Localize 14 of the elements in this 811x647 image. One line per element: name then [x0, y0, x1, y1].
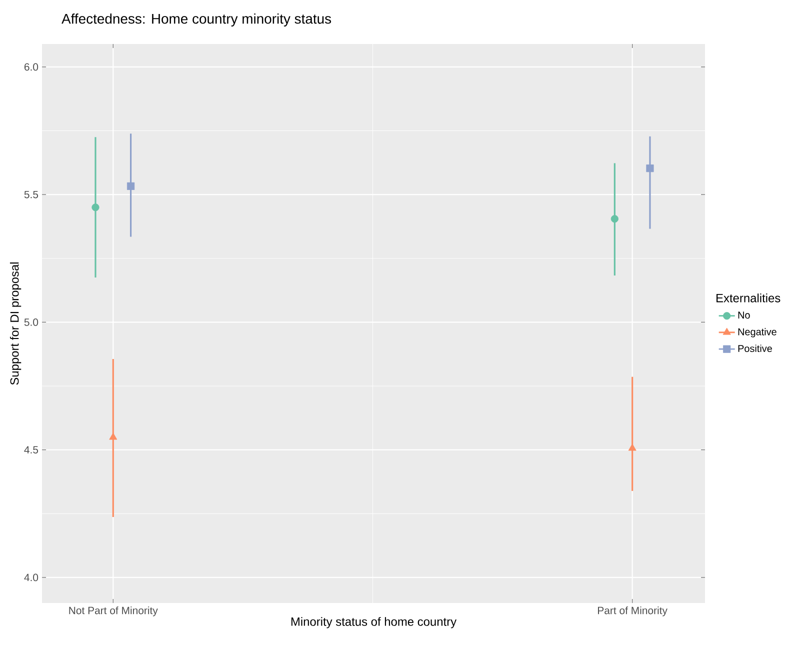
legend-label: Positive [738, 344, 772, 352]
y-tick-label: 4.5 [24, 446, 38, 454]
y-tick-label: 6.0 [24, 63, 38, 71]
x-tick-label: Part of Minority [598, 606, 668, 616]
y-axis-title: Support for DI proposal [10, 262, 22, 385]
chart-title: Affectedness: Home country minority status [62, 13, 332, 26]
y-tick-label: 4.0 [24, 574, 38, 582]
legend-title: Externalities [716, 294, 780, 302]
x-axis-title: Minority status of home country [291, 617, 457, 628]
legend-label: No [738, 312, 750, 319]
x-tick-label: Not Part of Minority [69, 606, 158, 616]
y-tick-label: 5.5 [24, 190, 38, 198]
y-tick-label: 5.0 [24, 318, 38, 326]
legend-label: Negative [738, 328, 776, 338]
